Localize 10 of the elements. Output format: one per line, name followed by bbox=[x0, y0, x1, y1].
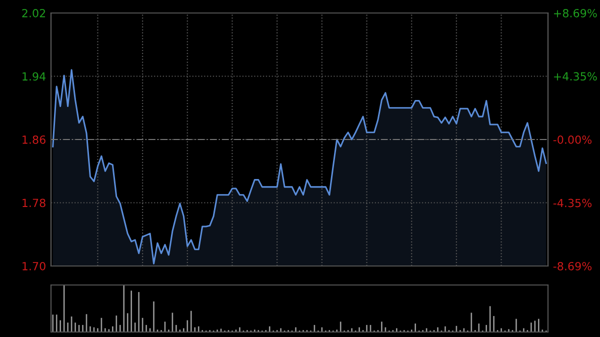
y-tick-label: 2.02 bbox=[22, 8, 46, 18]
y2-tick-label: -8.69% bbox=[553, 262, 592, 270]
y2-tick-label: -4.35% bbox=[553, 198, 592, 208]
y2-tick-label: +4.35% bbox=[554, 72, 597, 81]
y-tick-label: 1.94 bbox=[22, 72, 46, 81]
y-tick-label: 1.78 bbox=[22, 198, 46, 208]
y-tick-label: 1.70 bbox=[22, 262, 46, 270]
y2-tick-label: +8.69% bbox=[554, 8, 597, 18]
y2-tick-label: -0.00% bbox=[553, 135, 592, 144]
y-tick-label: 1.86 bbox=[22, 135, 46, 144]
